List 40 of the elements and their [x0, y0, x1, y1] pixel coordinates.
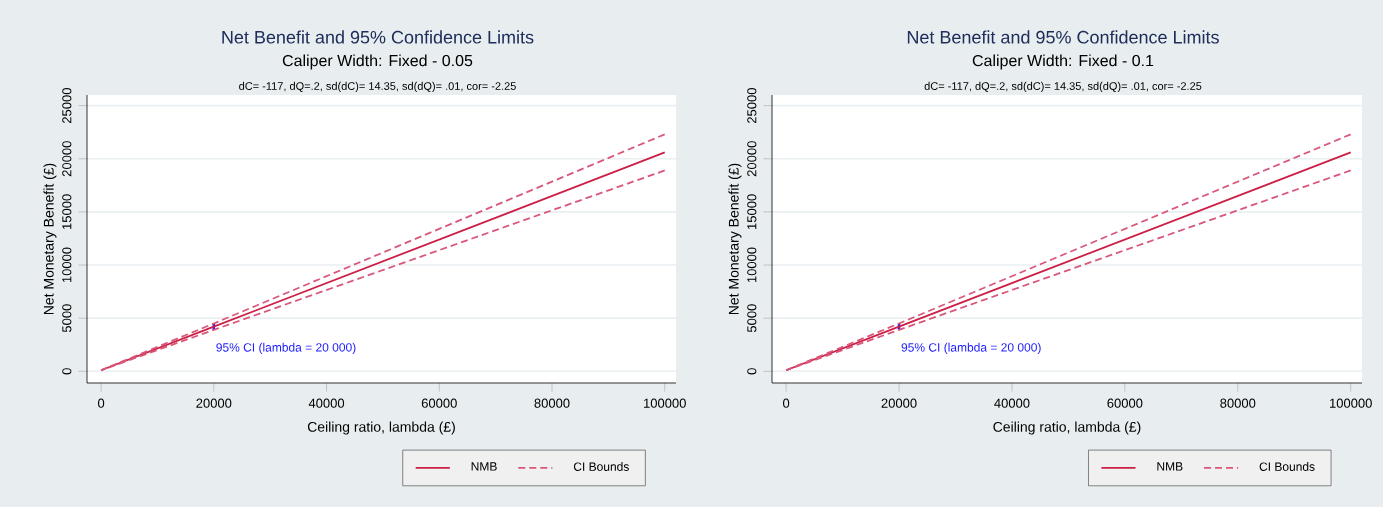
- chart-title: Net Benefit and 95% Confidence Limits: [907, 30, 1219, 44]
- legend-label: NMB: [1157, 462, 1183, 471]
- y-tick-label: 20000: [62, 141, 72, 177]
- y-tick-label: 15000: [747, 194, 757, 229]
- y-tick-label: 5000: [62, 304, 72, 333]
- y-tick-label: 25000: [62, 88, 72, 124]
- chart-subtitle: Caliper Width: Fixed - 0.1: [972, 54, 1154, 70]
- x-tick-label: 60000: [1107, 398, 1143, 408]
- y-tick-label: 10000: [747, 247, 757, 283]
- x-tick-label: 60000: [421, 398, 457, 408]
- y-axis-title: Net Monetary Benefit (£): [43, 163, 57, 315]
- y-tick-label: 0: [747, 368, 757, 375]
- chart-subtitle: Caliper Width: Fixed - 0.05: [282, 54, 473, 70]
- y-tick-label: 0: [62, 368, 72, 375]
- y-tick-label: 15000: [62, 194, 72, 229]
- x-tick-label: 20000: [881, 398, 917, 408]
- y-tick-label: 5000: [747, 304, 757, 333]
- annotation: 95% CI (lambda = 20 000): [216, 342, 356, 355]
- x-tick-label: 80000: [1220, 398, 1256, 408]
- chart-title: Net Benefit and 95% Confidence Limits: [222, 30, 534, 44]
- text: dC= -117, dQ=.2, sd(dC)= 14.35, sd(dQ)= .01, cor= -2.25: [239, 81, 516, 93]
- annotation: 95% CI (lambda = 20 000): [901, 342, 1041, 355]
- y-axis-title: Net Monetary Benefit (£): [728, 163, 742, 315]
- y-tick-label: 25000: [747, 88, 757, 124]
- x-tick-label: 0: [97, 398, 105, 408]
- x-axis-title: Ceiling ratio, lambda (£): [307, 421, 455, 435]
- legend-label: CI Bounds: [1259, 462, 1315, 471]
- x-axis-title: Ceiling ratio, lambda (£): [993, 421, 1141, 435]
- x-tick-label: 100000: [1330, 398, 1372, 408]
- x-tick-label: 40000: [994, 398, 1030, 408]
- x-tick-label: 40000: [308, 398, 345, 408]
- legend-label: NMB: [471, 462, 497, 471]
- x-tick-label: 100000: [644, 398, 686, 408]
- x-tick-label: 0: [783, 398, 790, 408]
- x-tick-label: 20000: [196, 398, 232, 408]
- y-tick-label: 10000: [62, 247, 72, 283]
- x-tick-label: 80000: [534, 398, 570, 408]
- y-tick-label: 20000: [747, 141, 757, 177]
- text: dC= -117, dQ=.2, sd(dC)= 14.35, sd(dQ)= .01, cor= -2.25: [924, 81, 1202, 93]
- legend-label: CI Bounds: [573, 462, 629, 471]
